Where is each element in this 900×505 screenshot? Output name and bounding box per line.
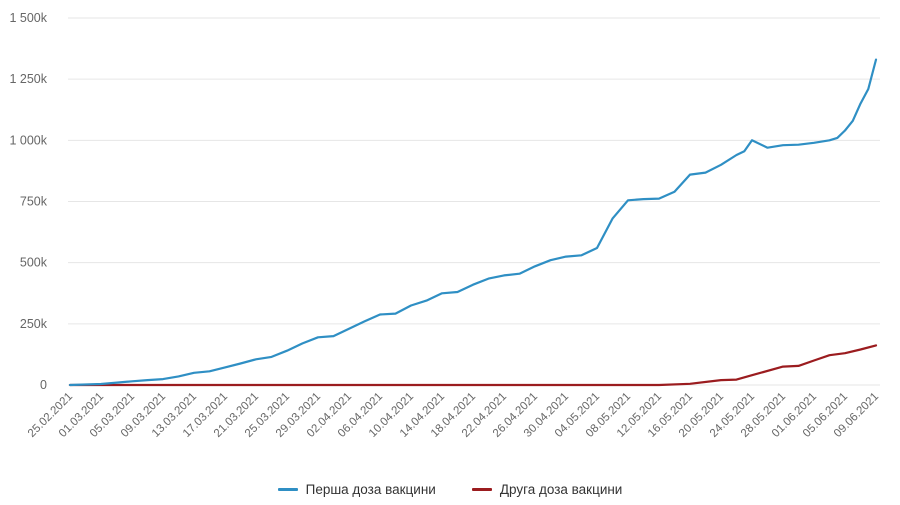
series-lines (68, 58, 878, 387)
legend-label: Друга доза вакцини (499, 482, 623, 497)
x-axis-labels: 25.02.202101.03.202105.03.202109.03.2021… (26, 391, 881, 440)
y-tick-label: 500k (20, 256, 48, 270)
series-line[interactable] (68, 58, 878, 387)
legend-swatch-blue-icon (277, 488, 298, 491)
gridlines (68, 17, 880, 386)
y-tick-label: 250k (20, 317, 48, 331)
legend-swatch-red-icon (471, 488, 492, 491)
y-tick-label: 1 500k (9, 11, 47, 25)
legend-item-second-dose[interactable]: Друга доза вакцини (471, 482, 623, 497)
y-tick-label: 1 000k (9, 133, 47, 147)
legend-item-first-dose[interactable]: Перша доза вакцини (277, 482, 436, 497)
series-line[interactable] (68, 344, 878, 387)
y-tick-label: 750k (20, 195, 48, 209)
y-axis-labels: 0 250k 500k 750k 1 000k 1 250k 1 500k (9, 11, 47, 392)
y-tick-label: 0 (40, 378, 47, 392)
legend-label: Перша доза вакцини (305, 482, 436, 497)
legend: Перша доза вакцини Друга доза вакцини (0, 482, 900, 497)
y-tick-label: 1 250k (9, 72, 47, 86)
